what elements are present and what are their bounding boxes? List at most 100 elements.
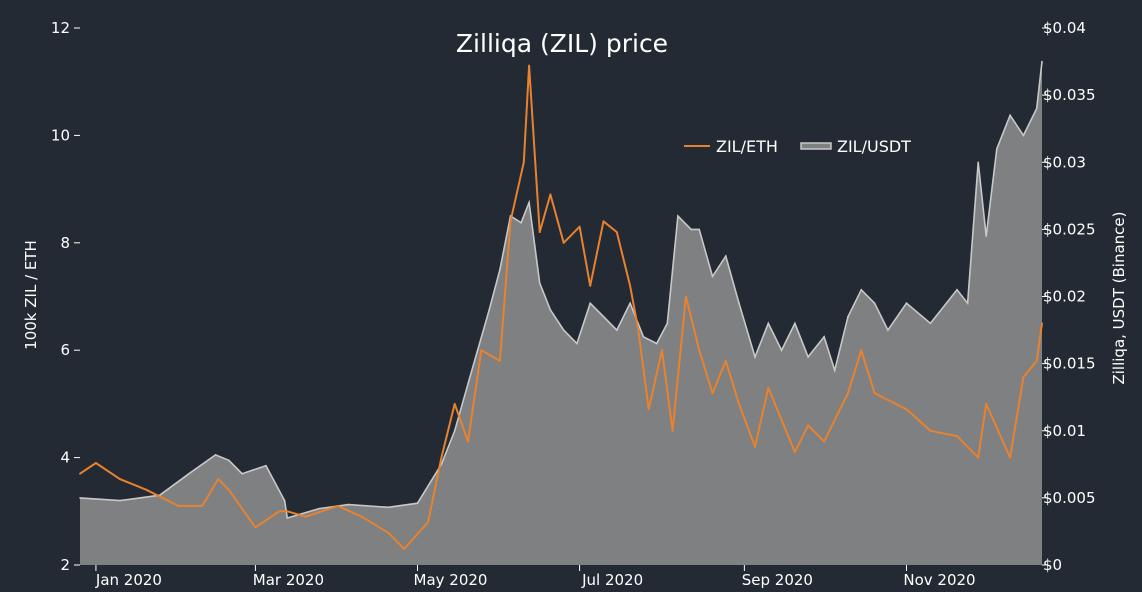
zil-eth-point: [278, 510, 281, 513]
zil-usdt-point: [589, 302, 591, 305]
zil-eth-point: [95, 462, 97, 464]
zil-eth-point: [480, 349, 483, 352]
zil-eth-point: [528, 64, 530, 67]
left-tick-label: 4: [60, 449, 70, 467]
zil-eth-point: [977, 456, 980, 459]
zil-usdt-point: [453, 430, 456, 432]
left-tick-label: 2: [60, 556, 70, 574]
zil-usdt-point: [794, 322, 796, 325]
zil-eth-point: [467, 440, 469, 443]
zil-eth-point: [217, 478, 220, 480]
right-tick-label: $0.01: [1043, 422, 1086, 440]
zil-eth-point: [602, 220, 605, 223]
x-tick-label: Nov 2020: [903, 571, 975, 589]
zil-usdt-point: [387, 506, 390, 509]
zil-usdt-point: [666, 322, 669, 325]
x-tick-label: Jan 2020: [95, 571, 162, 589]
zil-usdt-point: [538, 282, 541, 284]
zil-eth-point: [509, 220, 512, 223]
zil-usdt-point: [985, 235, 987, 237]
zil-usdt-point: [347, 503, 350, 506]
zil-eth-point: [227, 488, 230, 491]
zil-eth-point: [1035, 360, 1038, 362]
zil-eth-point: [360, 515, 363, 518]
right-tick-label: $0.04: [1043, 19, 1086, 37]
zil-usdt-point: [1022, 134, 1025, 137]
zil-usdt-point: [847, 315, 849, 318]
zil-usdt-point: [833, 369, 836, 372]
zil-usdt-point: [528, 201, 530, 204]
zil-usdt-point: [711, 275, 714, 278]
zil-eth-point: [724, 360, 727, 362]
zil-usdt-point: [655, 342, 658, 345]
zil-usdt-point: [754, 356, 756, 358]
zil-eth-point: [671, 429, 674, 432]
eth-line-layer: [79, 64, 1043, 550]
zil-eth-point: [929, 429, 932, 432]
zil-eth-point: [453, 403, 456, 405]
zil-eth-point: [823, 440, 825, 443]
zil-eth-point: [589, 284, 592, 287]
right-tick-label: $0.035: [1043, 86, 1096, 104]
zil-eth-point: [956, 435, 958, 437]
chart-title: Zilliqa (ZIL) price: [456, 29, 668, 58]
zil-eth-point: [905, 408, 908, 411]
zil-eth-point: [1022, 376, 1025, 378]
zil-eth-point: [738, 403, 740, 405]
legend-swatch-zil-usdt[interactable]: [800, 142, 832, 150]
zil-eth-point: [637, 327, 639, 330]
left-tick-label: 12: [51, 19, 70, 37]
zil-usdt-point: [887, 329, 889, 331]
legend[interactable]: ZIL/ETH ZIL/USDT: [684, 137, 911, 156]
zil-usdt-point: [214, 454, 217, 456]
x-tick-label: Jul 2020: [581, 571, 643, 589]
zil-usdt-point: [265, 464, 267, 467]
zil-usdt-point: [767, 322, 770, 325]
zil-usdt-point: [499, 268, 501, 271]
x-tick-label: May 2020: [414, 571, 488, 589]
right-axis-title: Zilliqa, USDT (Binance): [1110, 211, 1128, 384]
zil-eth-point: [119, 478, 121, 480]
zil-usdt-point: [698, 228, 700, 231]
left-tick-label: 8: [60, 234, 70, 252]
legend-label-zil-eth[interactable]: ZIL/ETH: [716, 137, 778, 156]
zil-eth-point: [522, 161, 525, 164]
zil-eth-point: [177, 505, 180, 507]
zil-eth-point: [499, 360, 501, 362]
zil-usdt-point: [677, 215, 679, 217]
zil-eth-point: [201, 505, 204, 507]
right-tick-label: $0: [1043, 556, 1062, 574]
zil-usdt-point: [1009, 114, 1011, 117]
zil-eth-point: [807, 424, 809, 427]
right-tick-label: $0.015: [1043, 355, 1096, 373]
zil-usdt-point: [616, 329, 618, 331]
zil-usdt-point: [416, 502, 419, 505]
zil-usdt-point: [738, 302, 740, 305]
zil-eth-point: [440, 456, 443, 459]
zil-usdt-point: [1041, 60, 1043, 63]
zil-eth-point: [79, 472, 81, 475]
zil-eth-point: [336, 505, 339, 507]
zil-eth-point: [698, 349, 701, 352]
zil-eth-point: [847, 392, 849, 395]
zil-usdt-point: [228, 459, 230, 462]
zil-usdt-point: [642, 336, 645, 338]
zil-usdt-point: [725, 255, 727, 257]
zil-usdt-point: [318, 507, 321, 510]
zil-usdt-point: [467, 383, 469, 385]
zil-usdt-point: [562, 329, 565, 331]
zil-usdt-point: [996, 148, 998, 150]
zil-usdt-point: [977, 161, 979, 164]
right-tick-label: $0.005: [1043, 489, 1096, 507]
legend-label-zil-usdt[interactable]: ZIL/USDT: [837, 137, 911, 156]
zil-usdt-point: [690, 228, 692, 231]
zil-usdt-point: [629, 302, 631, 305]
zil-eth-point: [387, 531, 390, 534]
zil-usdt-point: [119, 499, 121, 502]
zil-usdt-point: [488, 309, 491, 311]
x-tick-label: Mar 2020: [253, 571, 324, 589]
zil-usdt-point: [873, 302, 876, 305]
zil-eth-point: [538, 231, 541, 234]
zil-usdt-point: [1035, 107, 1038, 110]
